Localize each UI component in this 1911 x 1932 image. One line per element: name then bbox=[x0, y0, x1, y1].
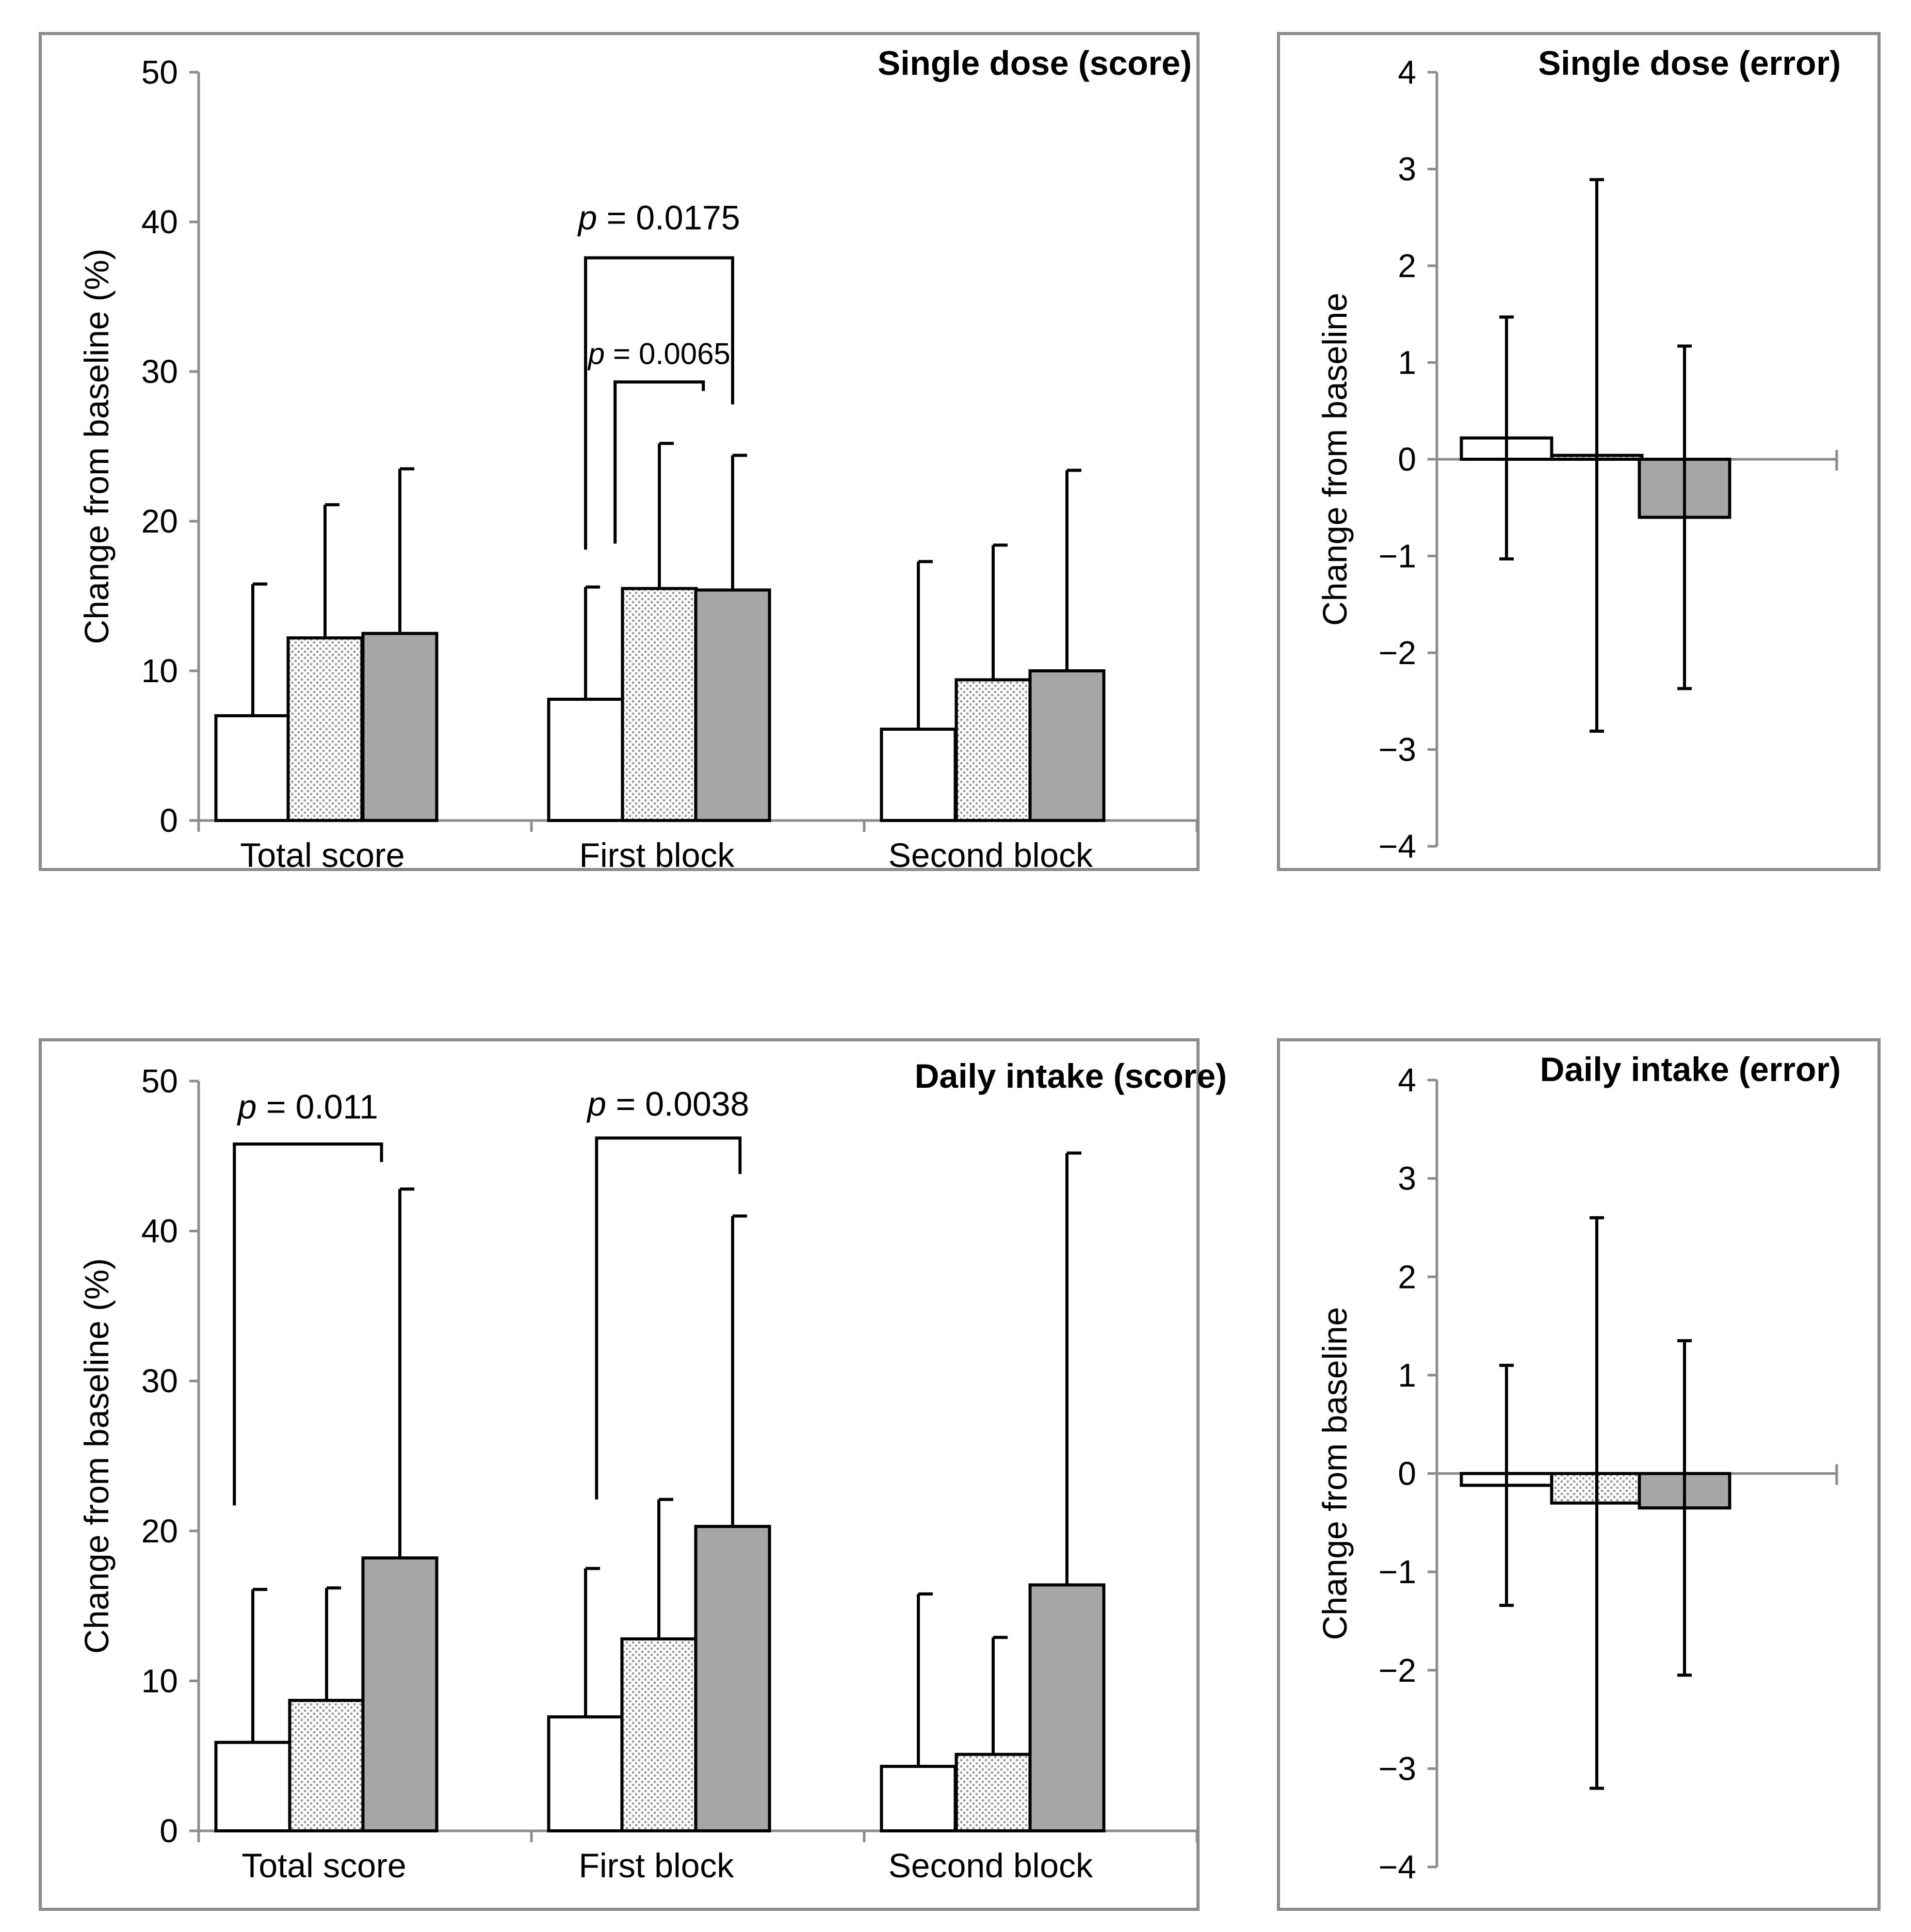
y-tick-label: −2 bbox=[1379, 1652, 1416, 1689]
x-category-label: First block bbox=[579, 836, 735, 874]
p-symbol: p bbox=[586, 1085, 606, 1123]
bar-group-2 bbox=[954, 678, 1032, 823]
y-tick-label: 20 bbox=[141, 1512, 178, 1550]
y-tick-label: −2 bbox=[1379, 634, 1416, 671]
panel-title: Daily intake (score) bbox=[915, 1057, 1227, 1095]
panel-title: Single dose (error) bbox=[1538, 44, 1841, 82]
x-category-label: Second block bbox=[888, 1846, 1093, 1885]
y-tick-label: −3 bbox=[1379, 1750, 1416, 1787]
bar-group-2 bbox=[288, 1699, 365, 1832]
y-tick-label: 1 bbox=[1398, 1357, 1416, 1394]
significance-bracket bbox=[595, 1136, 742, 1500]
panel-daily_error: −4 −3 −2 −1 0 1 2 3 4 Change from baseline Daily i… bbox=[1277, 1038, 1881, 1911]
y-tick-label: 50 bbox=[141, 54, 178, 91]
bar-group-3 bbox=[1028, 669, 1106, 822]
panel-single_error: −4 −3 −2 −1 0 1 2 3 4 Change from baseline Single … bbox=[1277, 32, 1881, 871]
panel-daily_score: 0 10 20 30 40 50 Total score First block Second … bbox=[39, 1038, 1227, 1911]
y-tick-label: 2 bbox=[1398, 1258, 1416, 1295]
x-category-label: Total score bbox=[241, 1846, 406, 1885]
p-symbol: p bbox=[587, 337, 605, 371]
x-category-label: Total score bbox=[240, 836, 404, 874]
bar-group-3 bbox=[694, 1525, 771, 1833]
y-tick-label: −1 bbox=[1379, 1553, 1416, 1590]
x-category-label: First block bbox=[579, 1846, 735, 1885]
p-value: = 0.0065 bbox=[605, 337, 731, 371]
y-axis-title: Change from baseline bbox=[1316, 1307, 1354, 1640]
y-tick-label: 4 bbox=[1398, 1061, 1416, 1099]
p-symbol: p bbox=[577, 199, 597, 237]
y-tick-label: 0 bbox=[159, 1812, 178, 1849]
significance-bracket bbox=[233, 1142, 383, 1506]
panel-title: Daily intake (error) bbox=[1540, 1050, 1841, 1088]
y-tick-label: −4 bbox=[1379, 1848, 1416, 1886]
significance-bracket bbox=[584, 256, 734, 550]
y-tick-label: 3 bbox=[1398, 1160, 1416, 1197]
bar-group-1 bbox=[547, 698, 624, 822]
y-tick-label: 0 bbox=[159, 802, 178, 839]
y-tick-label: 40 bbox=[141, 1213, 178, 1250]
y-tick-label: 0 bbox=[1398, 441, 1416, 478]
bar-group-1 bbox=[214, 1741, 291, 1832]
y-tick-label: −4 bbox=[1379, 828, 1416, 865]
y-tick-label: 20 bbox=[141, 503, 178, 540]
p-value-label: p = 0.011 bbox=[237, 1088, 378, 1126]
x-category-label: Second block bbox=[888, 836, 1093, 874]
y-axis-title: Change from baseline bbox=[1316, 293, 1354, 626]
bar-group-2 bbox=[954, 1752, 1032, 1832]
y-tick-label: 1 bbox=[1398, 344, 1416, 381]
p-value-label: p = 0.0175 bbox=[577, 199, 740, 237]
y-axis-title: Change from baseline (%) bbox=[77, 249, 116, 645]
y-tick-label: 10 bbox=[141, 652, 178, 689]
bar-group-1 bbox=[880, 1765, 957, 1832]
y-tick-label: 30 bbox=[141, 1362, 178, 1399]
y-tick-label: 2 bbox=[1398, 247, 1416, 284]
bar-group-1 bbox=[880, 728, 957, 822]
panel-single_score: 0 10 20 30 40 50 Total score First block Second … bbox=[39, 32, 1200, 874]
bar-group-3 bbox=[694, 588, 771, 823]
p-value-label: p = 0.0038 bbox=[586, 1085, 749, 1123]
y-tick-label: −1 bbox=[1379, 538, 1416, 575]
bar-group-3 bbox=[361, 632, 439, 822]
y-axis-title: Change from baseline (%) bbox=[77, 1258, 116, 1654]
bar-group-1 bbox=[214, 714, 291, 822]
y-tick-label: 30 bbox=[141, 353, 178, 390]
y-tick-label: 40 bbox=[141, 203, 178, 240]
p-value: = 0.011 bbox=[256, 1088, 378, 1126]
panel-frame bbox=[1277, 32, 1881, 871]
y-tick-label: 0 bbox=[1398, 1455, 1416, 1492]
p-value: = 0.0038 bbox=[606, 1085, 749, 1123]
bar-group-2 bbox=[620, 1637, 698, 1832]
bar-group-2 bbox=[621, 587, 698, 822]
y-tick-label: 4 bbox=[1398, 54, 1416, 91]
p-value: = 0.0175 bbox=[597, 199, 740, 237]
significance-bracket bbox=[613, 380, 705, 544]
p-symbol: p bbox=[237, 1088, 257, 1126]
bar-group-3 bbox=[1028, 1583, 1106, 1833]
bar-group-3 bbox=[361, 1556, 439, 1832]
y-tick-label: 3 bbox=[1398, 151, 1416, 188]
y-tick-label: 10 bbox=[141, 1662, 178, 1699]
panel-title: Single dose (score) bbox=[878, 44, 1192, 82]
bar-group-2 bbox=[286, 636, 364, 822]
p-value-label: p = 0.0065 bbox=[587, 337, 731, 371]
y-tick-label: 50 bbox=[141, 1062, 178, 1100]
y-tick-label: −3 bbox=[1379, 731, 1416, 768]
bar-group-1 bbox=[547, 1715, 624, 1833]
